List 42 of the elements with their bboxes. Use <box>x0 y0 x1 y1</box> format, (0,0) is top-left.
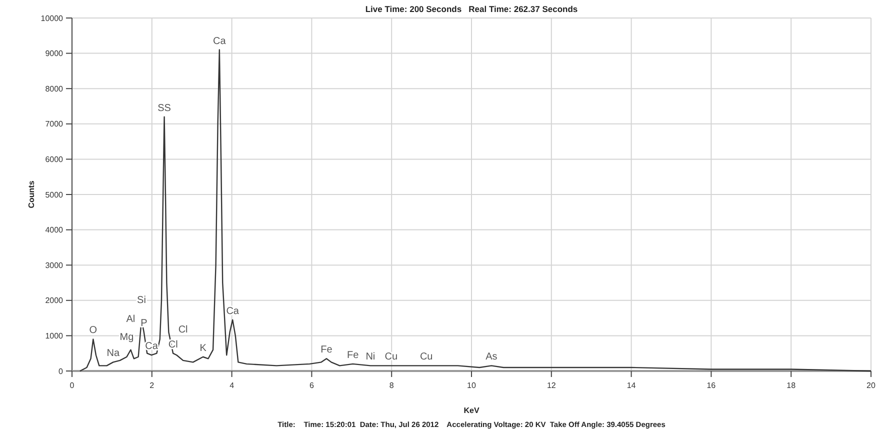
x-tick-label: 4 <box>230 381 235 390</box>
annotation: Ni <box>366 352 376 363</box>
annotation: O <box>89 325 98 336</box>
x-axis-title: KeV <box>464 406 480 415</box>
x-tick-label: 6 <box>309 381 314 390</box>
annotation: Ca <box>226 306 240 317</box>
y-tick-label: 8000 <box>45 84 64 94</box>
annotation: Cl <box>178 324 188 336</box>
y-tick-label: 1000 <box>45 332 64 340</box>
annotation: Mg <box>120 332 134 343</box>
annotation: Ca <box>213 36 226 47</box>
y-axis-title: Counts <box>27 180 36 208</box>
annotation: Na <box>106 348 120 360</box>
x-tick-label: 12 <box>546 381 556 390</box>
annotation: As <box>486 352 498 363</box>
y-tick-label: 7000 <box>45 120 64 129</box>
y-tick-label: 0 <box>58 366 64 376</box>
y-tick-label: 3000 <box>45 260 64 270</box>
annotation: K <box>200 342 207 354</box>
y-tick-label: 4000 <box>45 226 64 235</box>
x-tick-label: 20 <box>866 381 876 390</box>
annotation: Si <box>137 294 146 306</box>
x-tick-label: 8 <box>389 381 394 390</box>
y-tick-label: 6000 <box>45 155 64 164</box>
annotation: Cu <box>384 352 398 363</box>
y-tick-label: 2000 <box>45 296 64 306</box>
annotation: Al <box>126 314 136 325</box>
annotation: Fe <box>320 344 333 356</box>
y-tick-label: 5000 <box>45 190 64 200</box>
line-series <box>79 49 872 372</box>
y-tick-label: 9000 <box>45 49 64 58</box>
x-tick-label: 0 <box>70 381 75 390</box>
chart-title: Live Time: 200 Seconds Real Time: 262.37 Seconds <box>365 4 578 14</box>
y-tick-label: 10000 <box>40 14 64 23</box>
x-tick-label: 14 <box>626 381 636 390</box>
annotation: Cu <box>420 352 433 363</box>
x-tick-label: 10 <box>467 381 476 390</box>
x-tick-label: 2 <box>150 381 155 390</box>
x-tick-label: 16 <box>706 381 716 390</box>
x-tick-label: 18 <box>786 381 796 390</box>
annotation: SS <box>158 102 172 114</box>
annotation: Fe <box>347 350 360 361</box>
